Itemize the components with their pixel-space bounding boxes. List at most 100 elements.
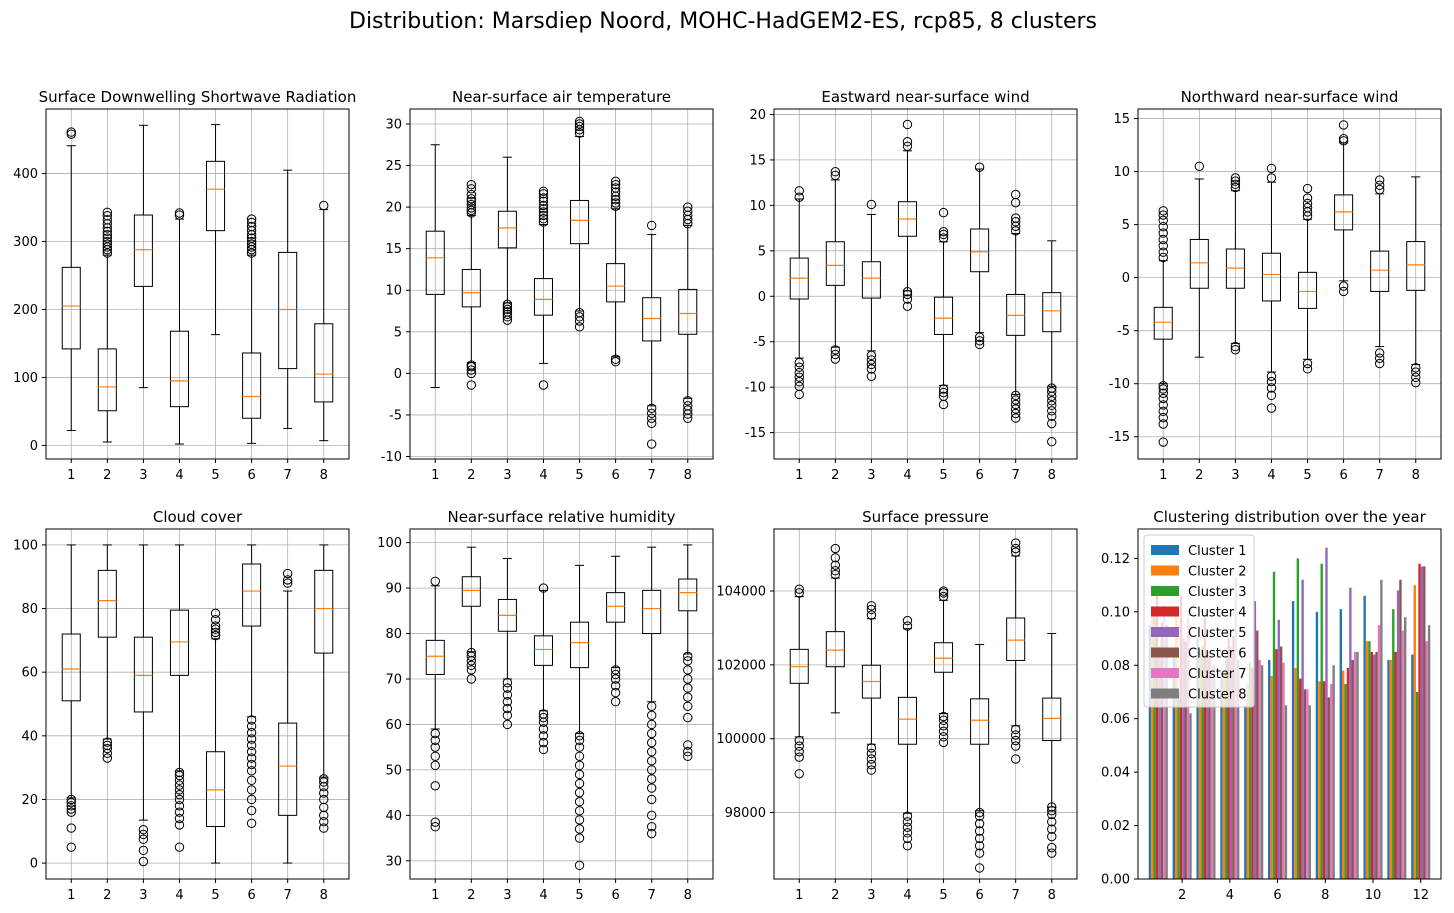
panel-1-surface-downwelling-shortwave-radiation: Surface Downwelling Shortwave Radiation 1… [13,88,356,483]
panel-1-surface-downwelling-shortwave-radiation-xtick-label: 3 [139,468,147,483]
iqr-box [970,228,990,273]
outlier-point [974,336,985,346]
bar [1153,617,1156,879]
outlier-point [683,701,693,711]
outlier-point [1047,411,1057,421]
iqr-box [861,261,881,299]
outlier-point [574,128,585,138]
bar [1229,646,1233,879]
iqr-box [97,569,117,638]
outlier-point [610,357,621,367]
outlier-point [794,377,804,387]
outlier-point [902,817,913,827]
outlier-point [830,349,841,360]
outlier-point [646,794,657,805]
panel-4-northward-near-surface-wind-box-3 [1225,173,1245,355]
outlier-point [1411,363,1421,373]
bar [1368,641,1371,879]
panel-8-clustering-distribution-over-the-year-series-cluster-1 [1148,595,1414,879]
outlier-point [646,747,657,757]
panel-8-clustering-distribution-over-the-year-title: Clustering distribution over the year [1153,508,1426,526]
panel-6-near-surface-relative-humidity-xtick-label: 7 [648,888,656,903]
panel-5-cloud-cover-box-2 [97,544,117,763]
bar [1205,654,1209,879]
panel-1-surface-downwelling-shortwave-radiation-ytick-label: 300 [13,235,38,250]
legend-label: Cluster 3 [1188,585,1247,600]
outlier-point [902,294,913,304]
outlier-point [866,601,877,611]
outlier-point [102,236,113,247]
outlier-point [794,752,804,762]
outlier-point [1158,252,1168,263]
panel-5-cloud-cover-box-7 [278,568,298,864]
outlier-point [466,365,477,375]
bar [1299,678,1302,879]
outlier-point [538,189,549,199]
panel-6-near-surface-relative-humidity-xtick-label: 6 [611,888,619,903]
bar [1256,630,1259,879]
panel-5-cloud-cover-ytick-label: 20 [21,793,38,808]
iqr-box [934,642,954,673]
panel-4-northward-near-surface-wind-axes-frame [1137,108,1442,460]
iqr-box [825,631,845,668]
panel-8-clustering-distribution-over-the-year-series-cluster-8 [1165,579,1431,879]
outlier-point [902,615,913,626]
outlier-point [574,860,585,871]
panel-8-clustering-distribution-over-the-year-series-cluster-3 [1153,558,1419,879]
outlier-point [646,220,657,231]
panel-2-near-surface-air-temperature-xtick-label: 2 [467,468,475,483]
outlier-point [938,384,949,394]
outlier-point [866,754,877,764]
outlier-point [246,794,257,805]
outlier-point [538,731,549,741]
panel-7-surface-pressure-box-8 [1042,632,1062,858]
panel-8-clustering-distribution-over-the-year-ytick-label: 0.04 [1101,766,1130,781]
outlier-point [319,777,329,787]
outlier-point [1411,377,1421,388]
outlier-point [794,741,804,751]
iqr-box [1298,271,1318,309]
panel-5-cloud-cover-xtick-label: 5 [211,888,219,903]
bar [1284,705,1288,879]
outlier-point [902,811,913,821]
outlier-point [246,753,257,763]
outlier-point [683,665,693,675]
outlier-point [610,187,621,197]
bar [1327,697,1331,879]
panel-3-eastward-near-surface-wind-xtick-label: 8 [1048,468,1056,483]
outlier-point [902,841,913,851]
panel-3-eastward-near-surface-wind-ytick-label: 10 [749,199,766,214]
outlier-point [683,692,693,702]
outlier-point [1158,241,1168,251]
bar [1413,585,1416,879]
outlier-point [1047,387,1057,397]
panel-8-clustering-distribution-over-the-year-ytick-label: 0.12 [1101,552,1130,567]
bar [1279,646,1283,879]
outlier-point [646,765,657,775]
panel-2-near-surface-air-temperature-title: Near-surface air temperature [452,88,671,106]
outlier-point [102,226,113,237]
legend-swatch [1151,606,1179,617]
outlier-point [683,206,693,216]
outlier-point [466,194,477,204]
outlier-point [830,543,841,554]
panel-1-surface-downwelling-shortwave-radiation-title: Surface Downwelling Shortwave Radiation [39,88,357,106]
outlier-point [174,789,185,800]
outlier-point [902,621,913,631]
outlier-point [794,746,804,757]
outlier-point [466,360,477,370]
iqr-box [206,751,226,828]
panel-5-cloud-cover-xtick-label: 7 [284,888,292,903]
bar [1251,667,1254,879]
outlier-point [1374,358,1385,369]
outlier-point [1047,831,1057,842]
outlier-point [138,834,149,844]
outlier-point [1266,163,1277,174]
bar [1325,547,1328,879]
panel-8-clustering-distribution-over-the-year-xtick-label: 8 [1321,888,1329,903]
iqr-box [678,578,698,612]
outlier-point [1230,179,1241,190]
panel-3-eastward-near-surface-wind-ytick-label: 15 [749,153,766,168]
outlier-point [794,362,804,372]
iqr-box [678,288,698,335]
